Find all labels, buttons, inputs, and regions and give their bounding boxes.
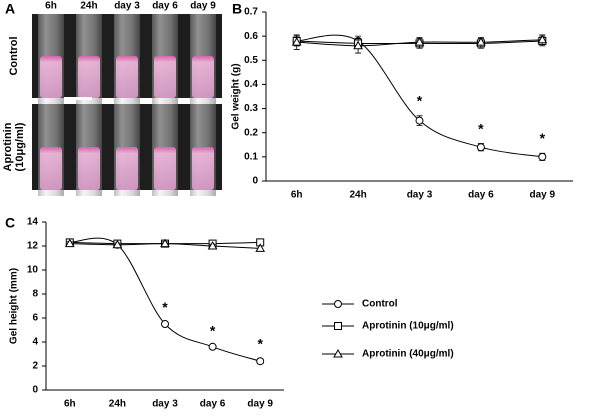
marker [160,238,170,248]
gel [154,56,176,98]
y-axis-label: Gel height (mm) [9,268,20,344]
row-label: (10μg/ml) [14,122,26,171]
annotation: * [257,336,263,352]
gel [192,56,214,98]
annotation: * [478,120,484,136]
y-tick-label: 4 [32,337,38,348]
y-tick-label: 2 [32,361,38,372]
marker [537,34,548,44]
y-tick-label: 14 [27,217,39,228]
marker [207,240,218,250]
column-label: 24h [80,1,97,12]
x-tick-label: 6h [64,399,76,410]
y-tick-label: 0.3 [244,103,258,114]
marker [291,37,302,46]
gel [78,56,100,98]
x-tick-label: day 3 [152,399,178,410]
annotation: * [540,130,546,146]
gel [78,147,100,190]
marker [538,152,547,161]
marker [161,320,169,328]
x-tick-label: day 6 [200,399,226,410]
gel [154,147,176,190]
marker [208,342,217,351]
y-tick-label: 0.5 [244,55,258,66]
marker [334,322,342,330]
y-tick-label: 0.4 [244,79,258,90]
y-tick-label: 10 [27,265,39,276]
scale-bar [64,97,92,100]
x-tick-label: 24h [349,190,366,201]
column-label: day 6 [152,1,178,12]
gel [40,147,62,190]
legend-label: Control [362,299,398,310]
marker [414,37,425,46]
y-axis-label: Gel weight (g) [231,63,242,129]
y-tick-label: 0 [32,385,38,396]
x-tick-label: 6h [291,190,303,201]
gel [116,147,138,190]
marker [476,143,485,152]
gel [116,56,138,98]
x-tick-label: 24h [109,399,126,410]
column-label: day 9 [190,1,216,12]
y-tick-label: 0.1 [244,151,258,162]
legend-label: Aprotinin (10μg/ml) [362,321,454,332]
x-tick-label: day 9 [247,399,273,410]
y-tick-label: 0 [252,176,258,187]
x-tick-label: day 6 [468,190,494,201]
marker [476,37,486,46]
gel [192,147,214,190]
column-label: day 3 [114,1,140,12]
row-label: Aprotinin [2,122,14,171]
column-label: 6h [45,1,57,12]
y-tick-label: 0.6 [244,31,258,42]
legend-label: Aprotinin (40μg/ml) [362,349,454,360]
annotation: * [210,322,216,338]
y-tick-label: 0.2 [244,127,258,138]
marker [64,238,75,248]
marker [333,348,343,358]
row-label: Control [8,36,20,75]
marker [415,116,424,125]
y-tick-label: 0.7 [244,7,258,18]
panel-label: A [5,1,15,17]
marker [112,239,123,249]
y-tick-label: 12 [27,241,39,252]
panel-label: C [5,215,15,231]
x-tick-label: day 9 [530,190,556,201]
marker [353,40,363,50]
annotation: * [162,299,168,315]
gel [40,56,62,98]
annotation: * [417,93,423,109]
photo-panel [32,14,222,196]
x-tick-label: day 3 [407,190,433,201]
y-tick-label: 8 [32,289,38,300]
panel-label: B [232,1,242,17]
y-tick-label: 6 [32,313,38,324]
marker [255,243,266,252]
marker [256,357,265,366]
marker [334,300,342,308]
